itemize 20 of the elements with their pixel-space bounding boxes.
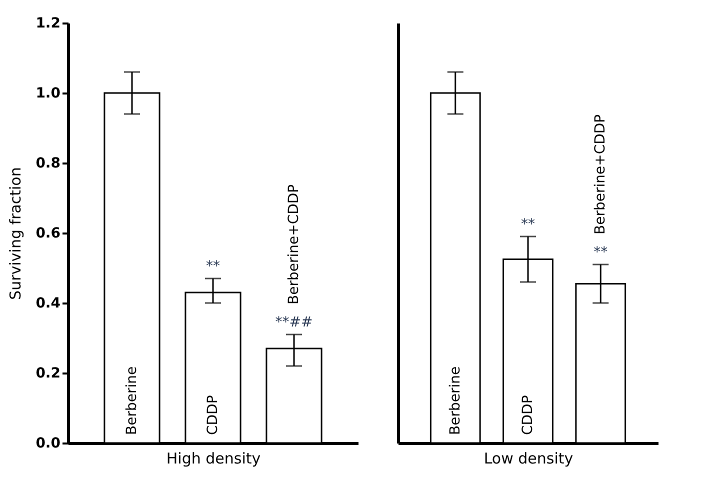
y-tick-label: 0.0: [36, 436, 61, 452]
y-tick-label: 1.0: [36, 86, 61, 102]
y-tick-label: 0.2: [36, 366, 60, 382]
annotation: **: [521, 216, 535, 232]
x-axis-title: High density: [166, 450, 261, 468]
y-tick-label: 0.8: [36, 156, 60, 172]
x-tick-label: CDDP: [205, 395, 221, 435]
y-tick-label: 0.4: [36, 296, 61, 312]
annotation: **: [206, 258, 220, 274]
y-tick-label: 1.2: [36, 16, 60, 32]
y-axis-title: Surviving fraction: [6, 167, 25, 300]
x-tick-label: CDDP: [520, 395, 536, 435]
y-tick-label: 0.6: [36, 226, 60, 242]
x-tick-label: Berberine+CDDP: [286, 184, 302, 304]
x-tick-label: Berberine: [447, 366, 464, 435]
annotation: **: [594, 244, 608, 260]
x-axis-title: Low density: [484, 450, 574, 468]
annotation: **##: [275, 314, 313, 330]
x-tick-label: Berberine: [124, 366, 140, 435]
x-tick-label: Berberine+CDDP: [592, 114, 609, 234]
